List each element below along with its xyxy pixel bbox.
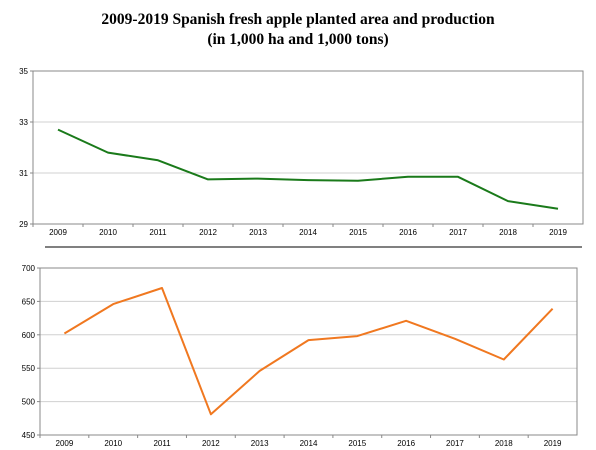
area-chart-y-tick-label-0: 29 <box>19 220 28 229</box>
production-chart-x-tick-label-0: 2009 <box>56 439 74 448</box>
area-chart-plot-area <box>32 70 584 225</box>
area-chart-x-tick-label-6: 2015 <box>349 228 367 237</box>
production-chart-x-tick-label-4: 2013 <box>251 439 269 448</box>
area-chart-x-tick-label-9: 2018 <box>499 228 517 237</box>
chart-title-line-2: (in 1,000 ha and 1,000 tons) <box>207 31 389 48</box>
production-chart-x-tick-label-7: 2016 <box>397 439 415 448</box>
area-chart-x-tick-label-4: 2013 <box>249 228 267 237</box>
area-chart-x-tick-label-2: 2011 <box>149 228 167 237</box>
production-chart-plot-area <box>39 267 578 436</box>
production-chart-y-tick-label-0: 450 <box>22 431 36 440</box>
production-chart-x-tick-label-8: 2017 <box>446 439 464 448</box>
area-chart-y-tick-label-2: 33 <box>19 118 28 127</box>
production-chart-x-tick-label-6: 2015 <box>348 439 366 448</box>
production-chart-x-tick-label-9: 2018 <box>495 439 513 448</box>
chart-title: 2009-2019 Spanish fresh apple planted ar… <box>0 10 596 50</box>
area-chart-x-tick-label-1: 2010 <box>99 228 117 237</box>
area-chart-x-tick-label-0: 2009 <box>49 228 67 237</box>
area-chart-x-tick-label-7: 2016 <box>399 228 417 237</box>
production-chart-y-tick-label-5: 700 <box>22 264 36 273</box>
area-chart-y-tick-label-1: 31 <box>19 169 28 178</box>
production-chart-x-tick-label-10: 2019 <box>544 439 562 448</box>
area-chart-x-tick-label-8: 2017 <box>449 228 467 237</box>
production-chart-x-tick-label-3: 2012 <box>202 439 220 448</box>
production-chart-x-tick-label-5: 2014 <box>300 439 318 448</box>
chart-title-line-1: 2009-2019 Spanish fresh apple planted ar… <box>101 11 495 28</box>
production-chart-y-tick-label-2: 550 <box>22 364 36 373</box>
area-chart-x-tick-label-3: 2012 <box>199 228 217 237</box>
area-chart-x-tick-label-10: 2019 <box>549 228 567 237</box>
area-chart-series-line-0 <box>57 128 559 210</box>
area-chart-y-tick-label-3: 35 <box>19 67 28 76</box>
production-chart-x-tick-label-1: 2010 <box>104 439 122 448</box>
production-chart-series-line-0 <box>63 287 554 416</box>
production-chart-y-tick-label-3: 600 <box>22 331 36 340</box>
production-chart-y-tick-label-1: 500 <box>22 398 36 407</box>
area-chart-x-tick-label-5: 2014 <box>299 228 317 237</box>
production-chart-y-tick-label-4: 650 <box>22 297 36 306</box>
production-chart-x-tick-label-2: 2011 <box>153 439 171 448</box>
